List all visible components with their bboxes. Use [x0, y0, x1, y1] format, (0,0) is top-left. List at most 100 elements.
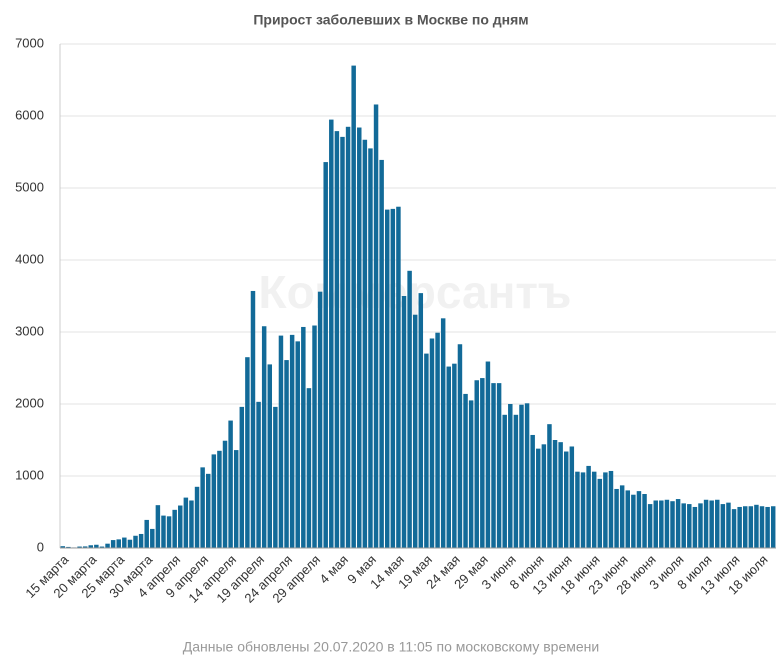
bar — [457, 344, 463, 548]
bar — [172, 509, 177, 548]
bar — [200, 467, 205, 548]
bar — [144, 519, 149, 548]
bar — [329, 119, 334, 548]
bar — [138, 533, 144, 548]
bar — [211, 454, 217, 548]
bar — [536, 448, 541, 548]
bar — [491, 383, 496, 548]
bar — [474, 380, 479, 548]
bar — [82, 546, 88, 548]
bar — [178, 505, 183, 548]
bar — [463, 393, 468, 548]
bar — [737, 506, 742, 548]
bar — [692, 506, 698, 548]
bar — [250, 290, 256, 548]
bar — [357, 127, 362, 549]
bar — [267, 364, 273, 548]
bar — [675, 499, 681, 548]
y-tick-label: 3000 — [15, 323, 44, 338]
bar — [239, 406, 245, 548]
bar — [591, 471, 597, 548]
bar — [742, 506, 748, 548]
bar — [295, 341, 300, 548]
bar — [222, 440, 228, 548]
bar — [194, 486, 200, 548]
bar — [670, 501, 675, 548]
y-tick-label: 4000 — [15, 251, 44, 266]
bar — [703, 499, 709, 548]
bar — [446, 366, 452, 548]
bar — [116, 539, 121, 548]
bar — [127, 539, 133, 548]
y-tick-label: 6000 — [15, 107, 44, 122]
bar — [312, 325, 317, 548]
bar — [636, 491, 642, 548]
bar — [306, 388, 312, 548]
bar — [189, 500, 194, 548]
bar — [284, 360, 289, 548]
bar — [94, 544, 99, 548]
bar — [183, 497, 189, 548]
bar — [754, 504, 759, 548]
bar — [586, 465, 591, 548]
bar — [452, 363, 457, 548]
bar — [396, 206, 401, 548]
y-tick-label: 2000 — [15, 395, 44, 410]
bar — [659, 500, 664, 548]
bar — [485, 361, 491, 548]
bar — [468, 400, 474, 548]
bar — [273, 406, 278, 548]
bar — [687, 504, 692, 548]
bar — [301, 326, 306, 548]
bar — [608, 470, 614, 548]
bar — [720, 504, 726, 548]
bar — [530, 434, 535, 548]
bar — [642, 494, 647, 548]
bar — [731, 509, 737, 548]
bar — [340, 136, 345, 548]
bar — [664, 499, 670, 548]
bar — [418, 293, 424, 548]
bar — [513, 414, 519, 548]
bar — [524, 403, 530, 548]
bar — [122, 537, 127, 548]
bar — [351, 65, 356, 548]
bar — [748, 506, 754, 548]
bar — [217, 450, 222, 548]
bar — [150, 528, 155, 548]
bar — [653, 500, 658, 548]
bar — [619, 485, 625, 548]
bar — [496, 383, 502, 548]
bar — [323, 162, 328, 548]
bar — [289, 334, 295, 548]
bar — [603, 472, 608, 548]
bar — [412, 314, 418, 548]
bar — [88, 545, 94, 548]
bar — [66, 546, 71, 548]
bar — [161, 515, 166, 548]
bar — [625, 490, 631, 548]
bar — [519, 404, 524, 548]
bar — [580, 472, 586, 548]
bar — [715, 499, 720, 548]
bar — [278, 335, 284, 548]
footer-note: Данные обновлены 20.07.2020 в 11:05 по м… — [183, 639, 599, 655]
bar — [155, 505, 161, 548]
bar — [228, 420, 233, 548]
bar — [508, 404, 513, 548]
bar — [379, 159, 384, 549]
bar — [563, 451, 569, 548]
bar — [334, 131, 340, 548]
y-tick-label: 5000 — [15, 179, 44, 194]
bar — [575, 471, 580, 548]
bar — [407, 270, 412, 548]
bar — [99, 546, 105, 548]
bar — [614, 488, 619, 548]
y-tick-label: 1000 — [15, 467, 44, 482]
y-tick-label: 7000 — [15, 35, 44, 50]
bar — [631, 494, 636, 548]
bar — [133, 535, 138, 548]
bar — [345, 126, 351, 549]
watermark: Коммерсантъ — [259, 266, 572, 318]
